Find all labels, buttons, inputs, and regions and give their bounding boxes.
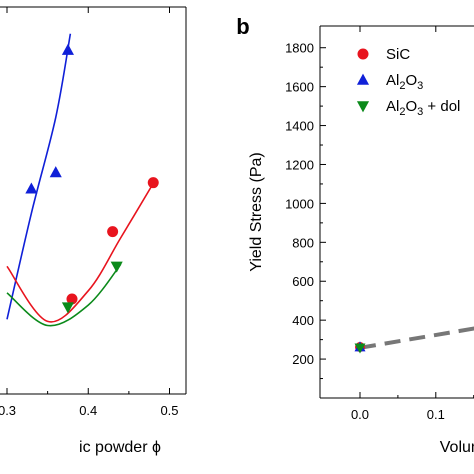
panel-a-data-point — [110, 261, 123, 273]
panel-b-y-tick-label: 800 — [292, 235, 314, 250]
panel-b-y-tick-label: 400 — [292, 313, 314, 328]
panel-b-x-tick-label: 0.1 — [427, 407, 445, 422]
panel-a-x-tick-label: 0.4 — [79, 403, 97, 418]
panel-b-data-point — [354, 343, 366, 354]
panel-b-y-tick-label: 1200 — [285, 157, 314, 172]
panel-a-fit-curve — [6, 33, 72, 320]
panel-a-data-point — [61, 302, 74, 314]
panel-b-y-tick-label: 600 — [292, 274, 314, 289]
panel-a-data-point — [147, 177, 159, 189]
legend-label: SiC — [386, 46, 410, 63]
panel-a-data-point — [49, 166, 62, 178]
legend-label: Al2O3 + dol — [386, 98, 460, 118]
panel-a-x-axis-title: ic powder ϕ — [79, 439, 161, 456]
panel-b-trend-line — [359, 326, 474, 350]
legend-marker — [357, 48, 369, 60]
panel-a-x-tick-label: 0.5 — [160, 403, 178, 418]
panel-b-y-tick-label: 1400 — [285, 119, 314, 134]
panel-a-fit-curve — [6, 180, 156, 323]
panel-a-data-point — [107, 226, 119, 238]
panel-b-y-tick-label: 200 — [292, 352, 314, 367]
panel-a-x-tick-label: 0.3 — [0, 403, 16, 418]
panel-b-x-axis-title: Volum — [440, 439, 474, 456]
panel-b-y-tick-label: 1000 — [285, 196, 314, 211]
panel-b-y-axis-title: Yield Stress (Pa) — [248, 152, 265, 271]
panel-a-fit-curve — [6, 263, 122, 327]
panel-b-x-tick-label: 0.0 — [351, 407, 369, 422]
panel-b-y-tick-label: 1600 — [285, 80, 314, 95]
legend-label: Al2O3 — [386, 72, 423, 92]
panel-b-letter: b — [236, 14, 249, 39]
legend-marker — [356, 101, 370, 113]
panel-a-data-point — [61, 43, 74, 55]
panel-b-y-tick-label: 1800 — [285, 41, 314, 56]
panel-a-data-point — [66, 293, 78, 305]
legend-marker — [356, 73, 370, 85]
panel-a-data-point — [25, 182, 38, 194]
